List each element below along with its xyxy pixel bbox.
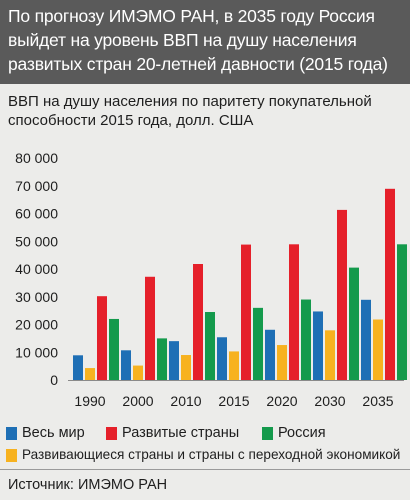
legend-label-developing: Развивающиеся страны и страны с переходн… [22,447,401,462]
bar-world-2015 [217,337,227,380]
bar-developing-2020 [277,345,287,380]
legend-swatch-russia [262,427,273,440]
bar-developing-2035 [373,319,383,380]
y-tick-label: 70 000 [15,178,58,194]
chart-subtitle: ВВП на душу населения по паритету покупа… [8,93,372,129]
y-tick-label: 10 000 [15,344,58,360]
y-tick-label: 80 000 [15,150,58,166]
y-tick-label: 20 000 [15,317,58,333]
y-tick-label: 50 000 [15,233,58,249]
bar-russia-2020 [301,299,311,380]
bar-russia-2015 [253,307,263,380]
bar-developed-2020 [289,244,299,380]
source-divider [0,469,410,470]
legend-label-russia: Россия [278,425,326,441]
chart-title: По прогнозу ИМЭМО РАН, в 2035 году Росси… [8,6,388,74]
x-tick-label: 2035 [362,393,393,409]
bar-developing-2010 [181,355,191,380]
bar-russia-2030 [349,267,359,380]
bar-world-2010 [169,341,179,380]
bar-world-1990 [73,355,83,380]
bar-developing-2000 [133,365,143,380]
bar-world-2000 [121,350,131,380]
y-tick-label: 30 000 [15,289,58,305]
x-tick-label: 2000 [122,393,153,409]
bar-developed-2000 [145,276,155,380]
bar-developed-2035 [385,188,395,380]
y-tick-label: 0 [50,372,58,388]
x-tick-label: 2015 [218,393,249,409]
bar-russia-2010 [205,312,215,380]
bar-developing-2030 [325,330,335,380]
bar-developed-1990 [97,296,107,380]
x-tick-label: 2010 [170,393,201,409]
header-banner: По прогнозу ИМЭМО РАН, в 2035 году Росси… [0,0,410,84]
x-tick-label: 2030 [314,393,345,409]
bar-world-2035 [361,299,371,380]
x-tick-label: 2020 [266,393,297,409]
bar-world-2030 [313,311,323,380]
bar-russia-1990 [109,318,119,380]
bar-developing-2015 [229,351,239,380]
bar-russia-2000 [157,338,167,380]
bar-russia-2035 [397,244,407,380]
bar-developing-1990 [85,368,95,380]
y-tick-label: 60 000 [15,206,58,222]
bar-world-2020 [265,329,275,380]
legend-label-world: Весь мир [22,425,85,441]
legend-swatch-world [6,427,17,440]
legend-swatch-developing [6,449,17,462]
source-note: Источник: ИМЭМО РАН [8,477,168,493]
bar-developed-2015 [241,244,251,380]
bar-developed-2030 [337,209,347,380]
legend-swatch-developed [106,427,117,440]
bar-developed-2010 [193,264,203,380]
y-tick-label: 40 000 [15,261,58,277]
legend-label-developed: Развитые страны [122,425,240,441]
x-tick-label: 1990 [74,393,105,409]
